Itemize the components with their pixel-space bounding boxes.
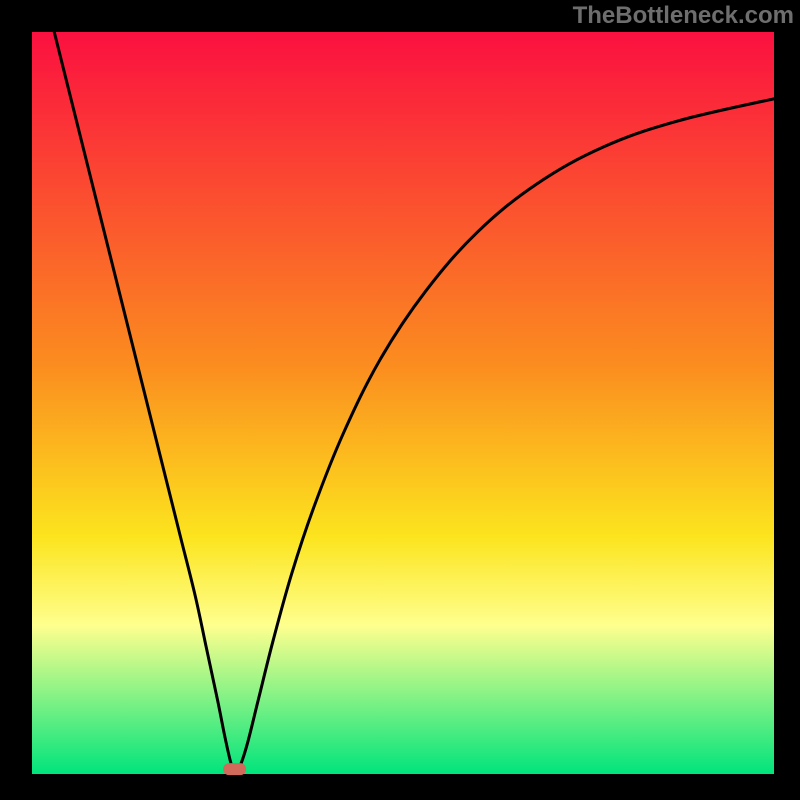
watermark-text: TheBottleneck.com [573, 2, 794, 30]
plot-area [32, 32, 774, 774]
chart-canvas: TheBottleneck.com [0, 0, 800, 800]
bottleneck-curve [54, 32, 774, 772]
curve-svg [32, 32, 774, 774]
optimum-marker [223, 763, 247, 775]
